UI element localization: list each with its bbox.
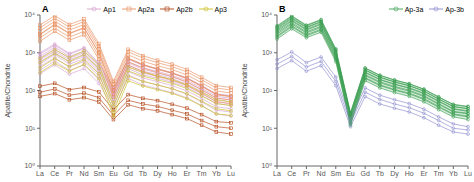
svg-text:Eu: Eu bbox=[109, 170, 118, 177]
html-text:Ap1: Ap1 bbox=[103, 5, 116, 13]
svg-text:Ce: Ce bbox=[287, 170, 296, 177]
svg-text:Dy: Dy bbox=[390, 170, 399, 178]
svg-text:Ho: Ho bbox=[405, 170, 414, 177]
svg-text:10²: 10² bbox=[25, 87, 36, 94]
svg-text:Sm: Sm bbox=[331, 170, 342, 177]
svg-text:10⁴: 10⁴ bbox=[24, 11, 35, 18]
svg-text:Tm: Tm bbox=[197, 170, 207, 177]
svg-text:Gd: Gd bbox=[360, 170, 369, 177]
svg-text:10³: 10³ bbox=[25, 49, 36, 56]
svg-text:La: La bbox=[36, 170, 44, 177]
svg-text:Nd: Nd bbox=[317, 170, 326, 177]
html-text:A: A bbox=[42, 4, 49, 14]
svg-text:Ho: Ho bbox=[168, 170, 177, 177]
html-text:Ap2b: Ap2b bbox=[176, 5, 193, 13]
svg-text:Tb: Tb bbox=[376, 170, 384, 177]
html-text:B: B bbox=[279, 4, 286, 14]
svg-text:Ce: Ce bbox=[50, 170, 59, 177]
svg-text:10²: 10² bbox=[262, 87, 273, 94]
svg-text:Sm: Sm bbox=[94, 170, 105, 177]
svg-text:Yb: Yb bbox=[212, 170, 221, 177]
html-text:Ap-3a: Ap-3a bbox=[404, 5, 424, 13]
svg-text:Tm: Tm bbox=[434, 170, 444, 177]
html-text:Ap2a: Ap2a bbox=[137, 5, 155, 13]
svg-text:10¹: 10¹ bbox=[25, 125, 36, 132]
svg-text:Er: Er bbox=[183, 170, 191, 177]
svg-text:10⁰: 10⁰ bbox=[24, 162, 35, 169]
svg-text:10⁴: 10⁴ bbox=[261, 11, 272, 18]
svg-text:La: La bbox=[273, 170, 281, 177]
svg-text:Lu: Lu bbox=[227, 170, 235, 177]
svg-text:10³: 10³ bbox=[262, 49, 273, 56]
svg-text:Pr: Pr bbox=[66, 170, 74, 177]
svg-text:Nd: Nd bbox=[80, 170, 89, 177]
html-text:Ap3: Ap3 bbox=[214, 5, 227, 13]
svg-text:Yb: Yb bbox=[449, 170, 458, 177]
svg-text:Apatite/Chondrite: Apatite/Chondrite bbox=[241, 63, 249, 117]
svg-text:Tb: Tb bbox=[139, 170, 147, 177]
svg-text:10¹: 10¹ bbox=[262, 125, 273, 132]
svg-text:Lu: Lu bbox=[464, 170, 466, 177]
svg-text:Apatite/Chondrite: Apatite/Chondrite bbox=[8, 63, 12, 117]
svg-text:Er: Er bbox=[420, 170, 428, 177]
svg-text:Gd: Gd bbox=[123, 170, 132, 177]
svg-text:10⁰: 10⁰ bbox=[261, 162, 272, 169]
svg-text:Eu: Eu bbox=[346, 170, 355, 177]
svg-text:Pr: Pr bbox=[303, 170, 311, 177]
svg-text:Dy: Dy bbox=[153, 170, 162, 178]
html-text:Ap-3b: Ap-3b bbox=[445, 5, 464, 13]
